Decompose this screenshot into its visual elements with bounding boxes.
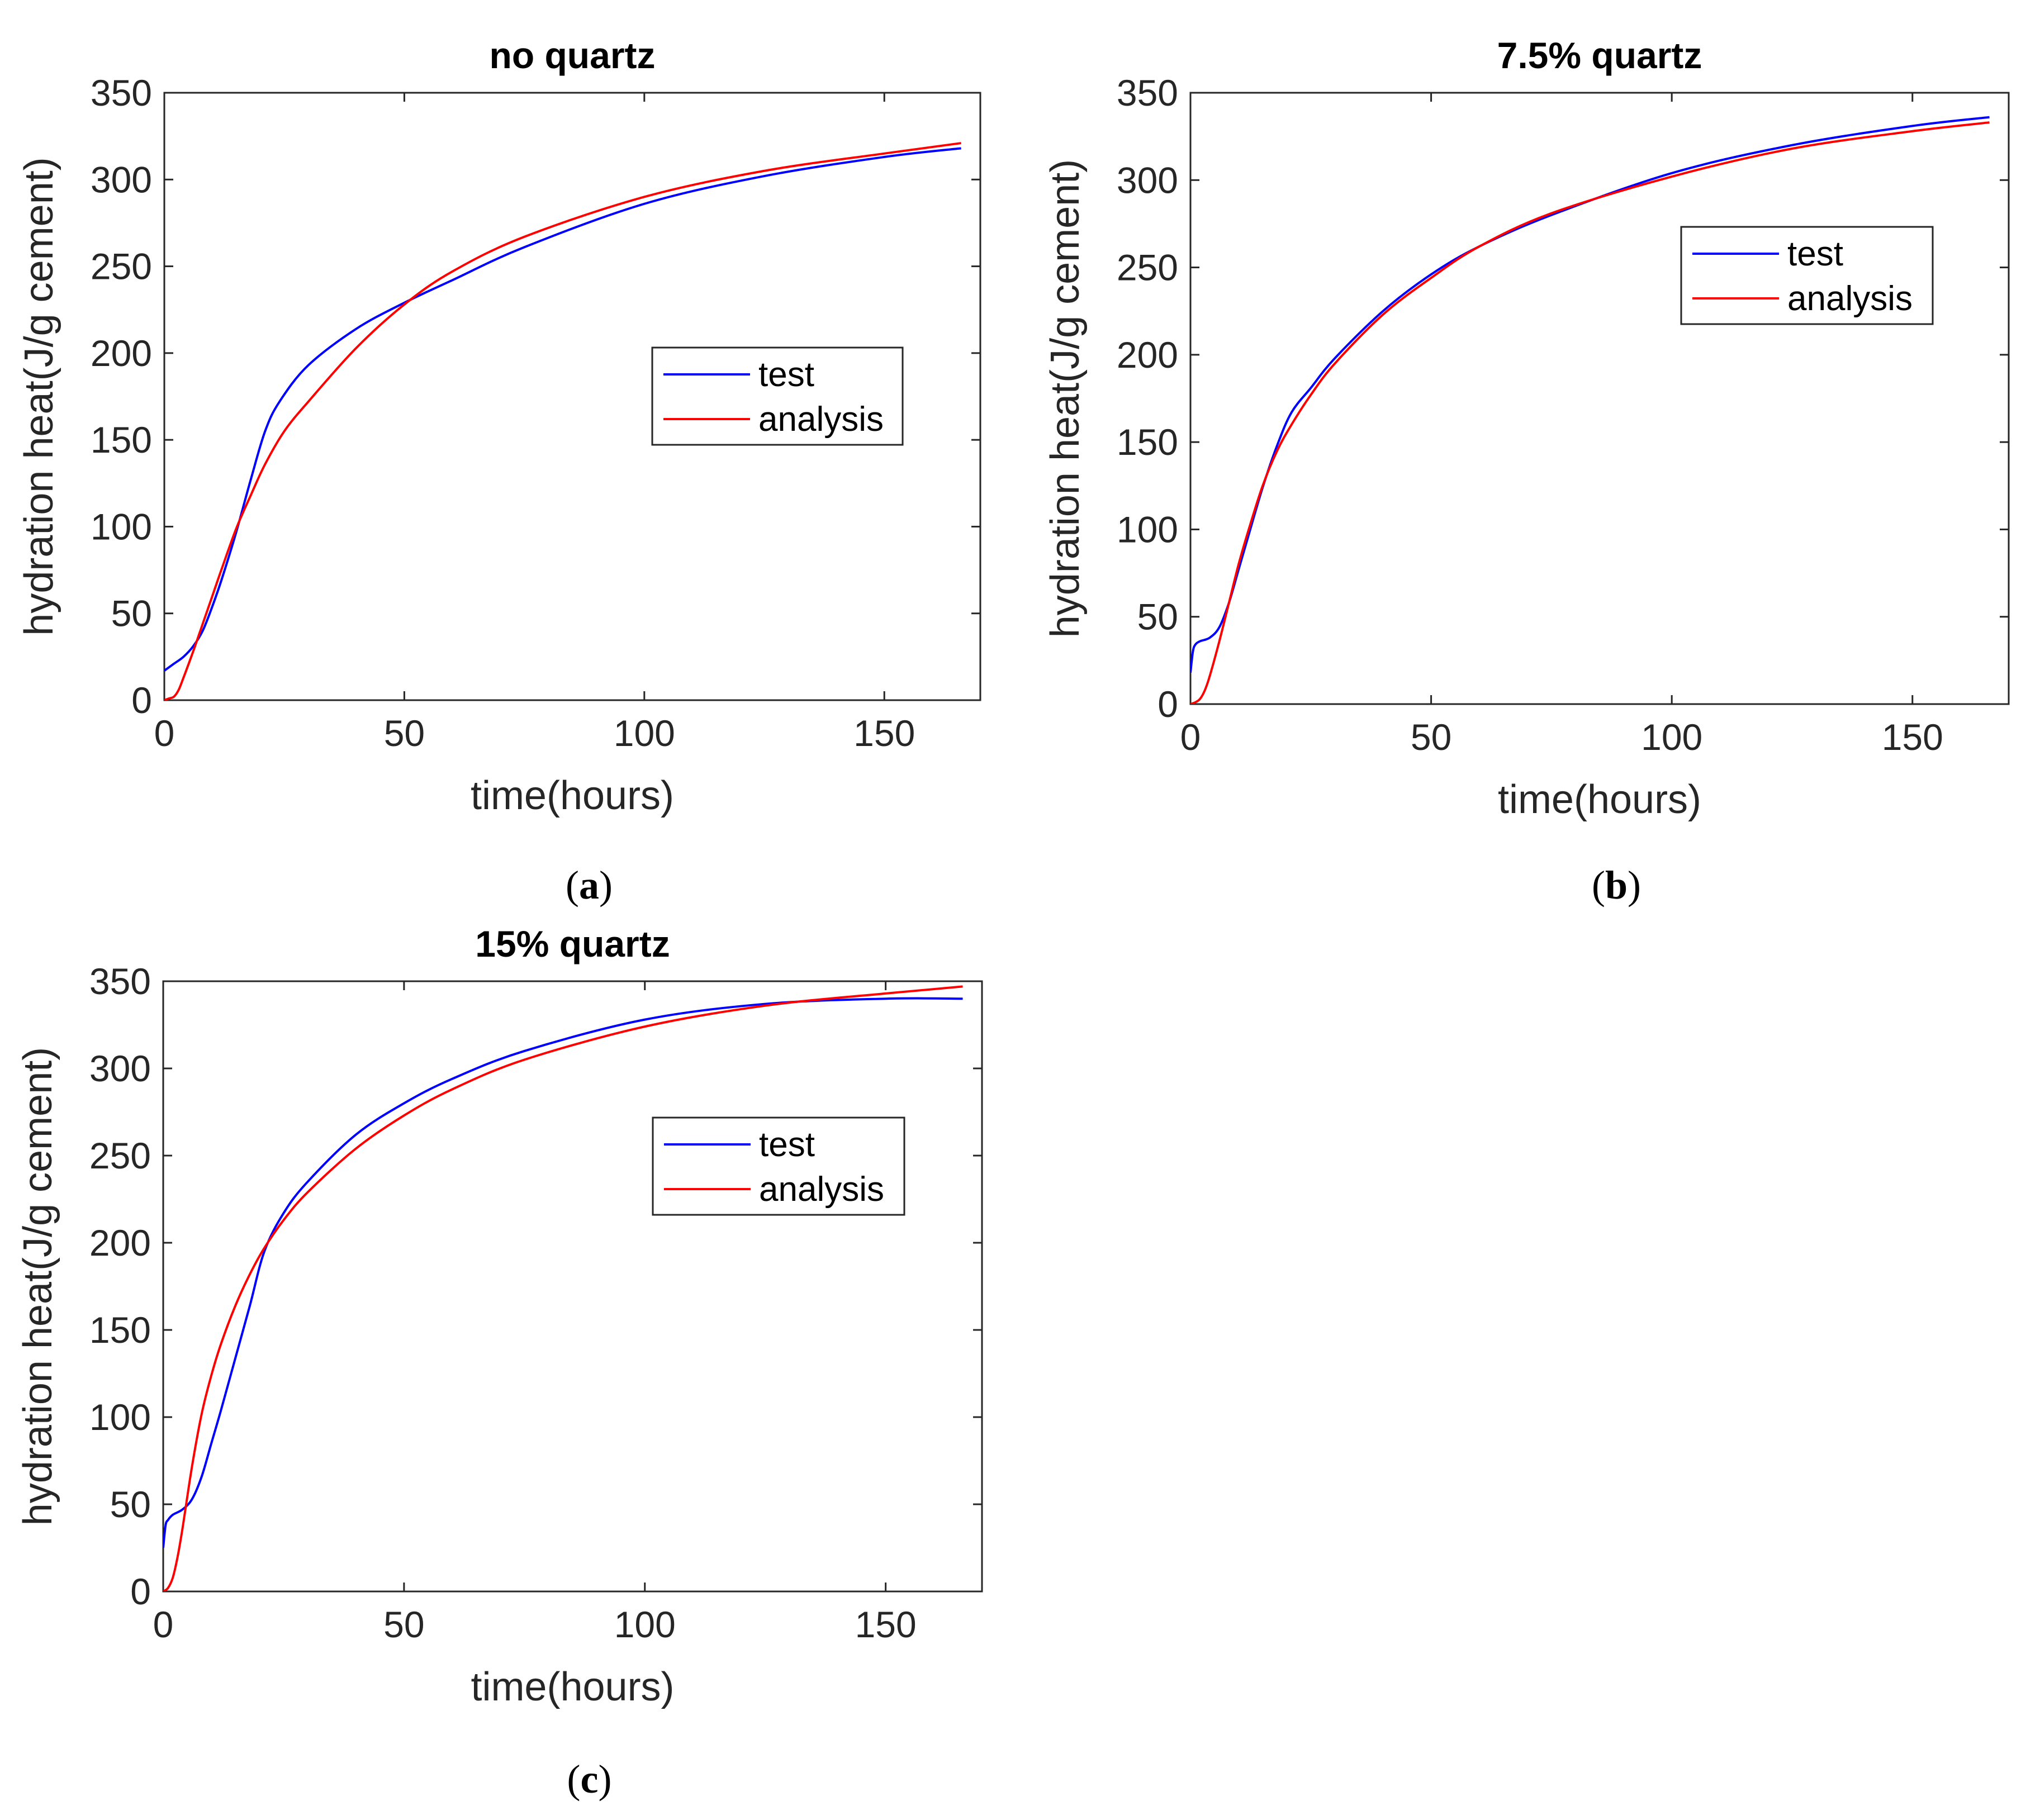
y-tick-label: 50: [110, 1484, 151, 1525]
x-tick-label: 150: [853, 712, 915, 754]
chart-panel-b: 0 50 100 150 0 50 100 150 200 250 300 350 7.5% quart…: [1043, 35, 2010, 907]
panel-caption: (c): [567, 1757, 612, 1802]
series-line-test: [164, 147, 961, 672]
legend-label-test: test: [758, 355, 814, 394]
y-tick-label: 200: [91, 332, 152, 374]
series-line-analysis: [164, 142, 961, 700]
x-axis-label: time(hours): [471, 1665, 674, 1709]
x-axis-label: time(hours): [1498, 777, 1701, 822]
series-line-analysis: [163, 985, 963, 1591]
legend-label-analysis: analysis: [759, 1170, 884, 1209]
x-tick-label: 100: [614, 1604, 676, 1645]
y-tick-label: 50: [111, 593, 152, 634]
y-tick-label: 200: [89, 1222, 151, 1263]
y-tick-label: 0: [130, 1571, 151, 1612]
y-tick-label: 250: [89, 1135, 151, 1176]
y-tick-label: 100: [1117, 509, 1178, 550]
legend-label-analysis: analysis: [758, 400, 884, 439]
x-tick-label: 0: [153, 1604, 174, 1645]
legend-box: [652, 1116, 905, 1216]
legend: test analysis: [1680, 226, 1934, 325]
y-tick-label: 0: [131, 679, 152, 721]
panel-caption: (b): [1592, 863, 1641, 907]
y-tick-label: 250: [1117, 247, 1178, 288]
x-tick-label: 50: [383, 1604, 424, 1645]
y-axis-label: hydration heat(J/g cement): [17, 157, 61, 635]
y-axis-label: hydration heat(J/g cement): [16, 1047, 60, 1526]
y-tick-label: 200: [1117, 334, 1178, 376]
legend-label-analysis: analysis: [1787, 279, 1913, 318]
y-tick-label: 350: [89, 961, 151, 1002]
axes-box: [1189, 92, 2010, 705]
x-tick-label: 100: [614, 712, 675, 754]
series-line-test: [163, 997, 963, 1548]
chart-title: 15% quartz: [475, 923, 670, 964]
legend-box: [651, 346, 904, 446]
chart-title: no quartz: [490, 35, 656, 76]
panel-caption: (a): [566, 863, 613, 907]
x-tick-label: 150: [855, 1604, 917, 1645]
x-tick-label: 0: [1180, 716, 1201, 758]
x-tick-label: 0: [154, 712, 175, 754]
x-axis-label: time(hours): [471, 773, 674, 818]
y-tick-label: 350: [91, 72, 152, 113]
x-tick-label: 100: [1641, 716, 1702, 758]
y-tick-label: 300: [89, 1048, 151, 1089]
y-tick-label: 300: [91, 159, 152, 200]
legend: test analysis: [651, 346, 904, 446]
y-tick-label: 150: [91, 419, 152, 460]
series-line-test: [1190, 116, 1990, 673]
y-tick-label: 0: [1157, 683, 1178, 725]
y-axis-label: hydration heat(J/g cement): [1043, 159, 1088, 638]
y-tick-label: 350: [1117, 72, 1178, 113]
legend-box: [1680, 226, 1934, 325]
panel-caption-letter: b: [1605, 863, 1628, 907]
y-tick-label: 250: [91, 246, 152, 287]
y-tick-label: 100: [89, 1396, 151, 1438]
panel-caption-letter: a: [579, 863, 599, 907]
y-tick-label: 150: [89, 1309, 151, 1351]
legend: test analysis: [652, 1116, 905, 1216]
x-tick-label: 50: [384, 712, 425, 754]
x-tick-label: 150: [1882, 716, 1943, 758]
panel-caption-letter: c: [581, 1757, 599, 1802]
y-tick-label: 50: [1137, 596, 1178, 638]
legend-label-test: test: [759, 1125, 815, 1164]
chart-panel-a: 0 50 100 150 0 50 100 150 200 250 300 350 no quartz t…: [17, 35, 981, 907]
y-tick-label: 150: [1117, 421, 1178, 463]
chart-panel-c: 0 50 100 150 0 50 100 150 200 250 300 350 15% quartz…: [16, 923, 983, 1802]
series-line-analysis: [1190, 121, 1990, 704]
legend-label-test: test: [1787, 235, 1843, 273]
axes-box: [162, 980, 983, 1593]
x-tick-label: 50: [1411, 716, 1451, 758]
y-tick-label: 300: [1117, 159, 1178, 201]
y-tick-label: 100: [91, 506, 152, 547]
chart-title: 7.5% quartz: [1497, 35, 1702, 76]
